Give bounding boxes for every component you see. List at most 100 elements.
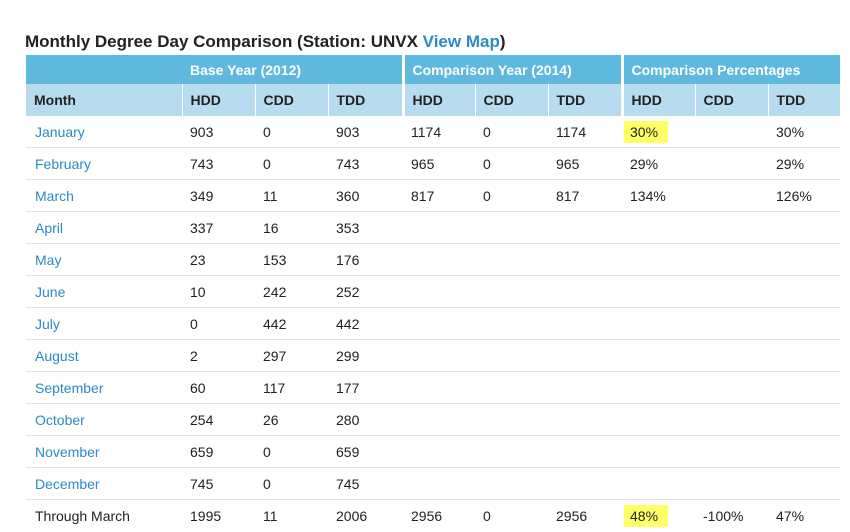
column-header-pct-cdd: CDD [694,84,769,116]
value-cell: 659 [182,435,255,468]
value-cell: 176 [328,243,403,276]
value-cell: 10 [182,275,255,308]
month-link[interactable]: October [35,411,85,428]
value-cell: 337 [182,211,255,244]
month-link[interactable]: December [35,475,100,492]
value-cell [768,435,841,468]
total-row: Through March 1995 11 2006 2956 0 2956 48% -100%… [26,500,840,532]
value-cell: 965 [403,147,475,180]
table-row: October 254 26 280 [26,403,841,436]
value-cell: 242 [255,275,328,308]
month-cell: August [26,339,182,372]
month-link[interactable]: March [35,187,74,204]
month-cell: May [26,243,182,276]
month-link[interactable]: September [35,379,104,396]
value-cell: 60 [182,371,255,404]
value-cell: 745 [328,467,403,500]
value-cell: 817 [548,179,623,212]
value-cell: 1174 [403,116,475,148]
month-link[interactable]: January [35,123,85,140]
value-cell [475,371,548,404]
total-label: Through March [35,507,130,524]
value-cell [768,371,841,404]
value-cell [768,339,841,372]
column-header-pct-tdd: TDD [767,84,841,116]
column-header-row: Month HDD CDD TDD HDD CDD TDD HDD CDD TD… [26,84,841,116]
value-cell [695,275,769,308]
value-cell [548,243,623,276]
value-cell: 0 [255,435,328,468]
highlighted-value: 30% [624,120,669,143]
value-cell [403,243,475,276]
value-cell [622,435,696,468]
value-cell: 442 [255,307,328,340]
value-cell: 153 [255,243,328,276]
value-cell [403,339,475,372]
value-cell [622,371,696,404]
view-map-link[interactable]: View Map [422,32,500,51]
page-title: Monthly Degree Day Comparison (Station: … [25,30,506,54]
month-link[interactable]: November [35,443,100,460]
column-header-base-cdd: CDD [254,84,328,116]
month-cell: November [26,435,182,468]
degree-day-table: Base Year (2012) Comparison Year (2014) … [26,55,841,532]
month-link[interactable]: April [35,219,64,236]
value-cell [695,435,769,468]
value-cell [548,467,623,500]
group-header-row: Base Year (2012) Comparison Year (2014) … [26,55,841,84]
page-title-suffix: ) [499,32,506,51]
value-cell: -100% [703,507,744,524]
value-cell [548,403,623,436]
value-cell [622,307,696,340]
value-cell [768,275,841,308]
value-cell [622,275,696,308]
value-cell: 745 [182,467,255,500]
month-link[interactable]: February [35,155,92,172]
column-header-comp-cdd: CDD [474,84,548,116]
value-cell: 903 [182,116,255,148]
value-cell [768,403,841,436]
value-cell: 353 [328,211,403,244]
value-cell [695,403,769,436]
value-cell [475,275,548,308]
value-cell [622,211,696,244]
value-cell: 299 [328,339,403,372]
month-link[interactable]: June [35,283,66,300]
value-cell [403,275,475,308]
value-cell: 117 [255,371,328,404]
value-cell: 26 [255,403,328,436]
value-cell: 11 [263,507,278,524]
group-header-comparison-year: Comparison Year (2014) [401,55,623,84]
value-cell: 0 [255,147,328,180]
value-cell [403,403,475,436]
value-cell [475,435,548,468]
value-cell [548,435,623,468]
value-cell: 23 [182,243,255,276]
value-cell: 297 [255,339,328,372]
value-cell [622,243,696,276]
value-cell [548,211,623,244]
value-cell: 817 [403,179,475,212]
value-cell [475,211,548,244]
value-cell: 0 [182,307,255,340]
value-cell: 29% [622,147,696,180]
value-cell: 659 [328,435,403,468]
table-body: January 903 0 903 1174 0 1174 30% 30% February 743… [26,116,841,532]
value-cell [695,243,769,276]
table-row: April 337 16 353 [26,211,841,244]
month-link[interactable]: July [35,315,60,332]
column-header-base-tdd: TDD [327,84,403,116]
value-cell: 1995 [190,507,222,524]
value-cell: 965 [548,147,623,180]
month-link[interactable]: August [35,347,79,364]
table-row: August 2 297 299 [26,339,841,372]
value-cell [475,243,548,276]
value-cell [403,435,475,468]
month-link[interactable]: May [35,251,62,268]
table-row: November 659 0 659 [26,435,841,468]
value-cell [768,467,841,500]
value-cell [403,467,475,500]
value-cell [768,211,841,244]
value-cell [548,339,623,372]
